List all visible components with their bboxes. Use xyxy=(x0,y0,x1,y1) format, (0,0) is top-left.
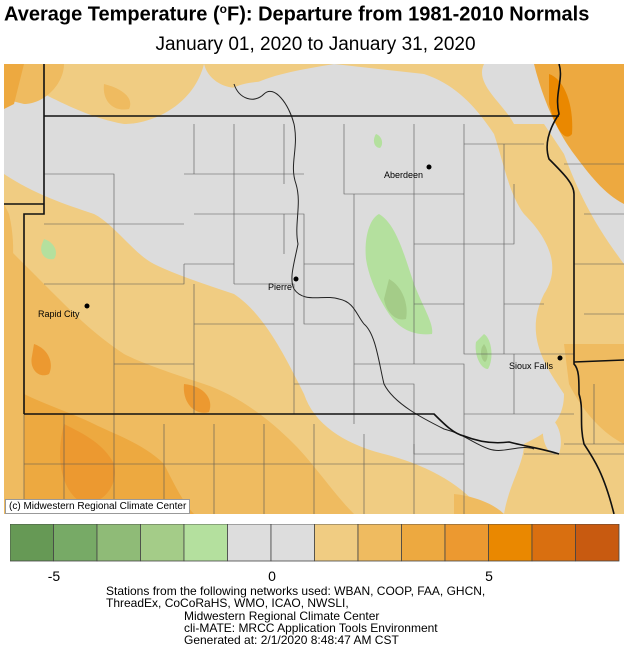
city-label-sioux-falls: Sioux Falls xyxy=(509,361,554,371)
city-sioux-falls: Sioux Falls xyxy=(509,355,563,371)
legend-swatch xyxy=(314,524,359,562)
city-label-pierre: Pierre xyxy=(268,282,292,292)
county-borders xyxy=(23,124,624,514)
title-rest: F): Departure from 1981-2010 Normals xyxy=(226,3,590,26)
legend-swatch xyxy=(444,524,489,562)
warm-anomaly-regions xyxy=(4,64,624,514)
footer-line-networks-cont: ThreadEx, CoCoRaHS, WMO, ICAO, NWSLI, xyxy=(106,596,349,610)
legend-swatch xyxy=(96,524,141,562)
legend-swatch xyxy=(140,524,185,562)
state-borders xyxy=(4,64,624,514)
city-label-rapid-city: Rapid City xyxy=(38,309,80,319)
city-markers: Aberdeen Pierre Rapid City Sioux Falls xyxy=(38,164,563,371)
title-main: Average Temperature ( xyxy=(4,3,220,26)
legend-swatch xyxy=(227,524,272,562)
legend-tick-0: 0 xyxy=(268,568,276,584)
footer-line-generated: Generated at: 2/1/2020 8:48:47 AM CST xyxy=(184,633,399,647)
legend-swatch xyxy=(183,524,228,562)
legend-swatch xyxy=(401,524,446,562)
footer-line-climate: cli-MATE: MRCC Application Tools Environ… xyxy=(184,621,438,635)
legend-tick-5: 5 xyxy=(485,568,493,584)
city-rapid-city: Rapid City xyxy=(38,303,90,319)
legend-swatches xyxy=(10,524,620,562)
city-pierre: Pierre xyxy=(268,276,299,292)
legend-swatch xyxy=(357,524,402,562)
legend-swatch xyxy=(53,524,98,562)
legend-swatch xyxy=(575,524,620,562)
color-legend xyxy=(10,524,620,562)
footer-line-mrcc: Midwestern Regional Climate Center xyxy=(184,609,380,623)
footer-line-networks: Stations from the following networks use… xyxy=(106,584,486,598)
city-aberdeen: Aberdeen xyxy=(384,164,432,180)
legend-swatch xyxy=(270,524,315,562)
legend-tick-minus-5: -5 xyxy=(47,568,61,584)
copyright-credit: (c) Midwestern Regional Climate Center xyxy=(5,499,191,514)
map-title: Average Temperature (oF): Departure from… xyxy=(0,2,631,27)
city-label-aberdeen: Aberdeen xyxy=(384,170,423,180)
degree-symbol: o xyxy=(219,2,227,16)
legend-swatch xyxy=(488,524,533,562)
legend-swatch xyxy=(10,524,54,562)
date-range: January 01, 2020 to January 31, 2020 xyxy=(155,34,476,55)
temperature-map: Aberdeen Pierre Rapid City Sioux Falls xyxy=(4,64,624,514)
legend-swatch xyxy=(531,524,576,562)
missouri-river xyxy=(233,83,535,451)
